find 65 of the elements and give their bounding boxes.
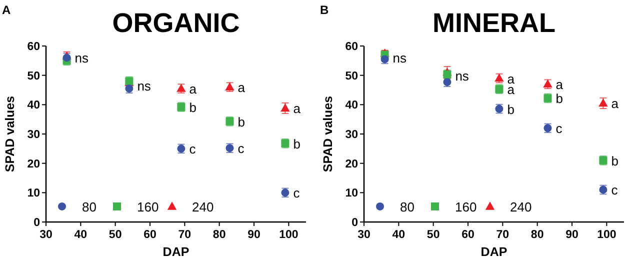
annotation: c — [189, 142, 196, 157]
annotation: b — [293, 136, 300, 152]
y-tick-label: 0 — [34, 217, 40, 229]
annotation: b — [189, 100, 196, 116]
x-tick-label: 40 — [392, 229, 406, 241]
legend-label: 240 — [510, 199, 532, 214]
y-tick-label: 40 — [27, 100, 40, 112]
y-tick-label: 10 — [345, 188, 358, 200]
x-tick-label: 80 — [530, 229, 544, 241]
x-tick-label: 50 — [108, 229, 122, 241]
y-tick-label: 30 — [345, 129, 358, 141]
x-tick-label: 70 — [178, 229, 192, 241]
x-tick-label: 100 — [279, 229, 298, 241]
y-tick-label: 20 — [27, 158, 40, 170]
legend-label: 160 — [455, 199, 477, 214]
legend-label: 80 — [82, 199, 96, 214]
x-tick-label: 60 — [462, 229, 474, 241]
x-axis-title: DAP — [480, 245, 508, 259]
annotation: c — [611, 182, 618, 198]
y-tick-label: 60 — [345, 41, 358, 53]
x-tick-label: 100 — [597, 229, 616, 241]
annotation: a — [611, 96, 620, 112]
x-tick-label: 60 — [144, 229, 156, 241]
x-axis-title: DAP — [162, 245, 190, 259]
y-tick-label: 60 — [27, 41, 40, 53]
chart-title: ORGANIC — [112, 8, 240, 38]
x-tick-label: 80 — [212, 229, 226, 241]
annotation: a — [189, 82, 198, 97]
x-tick-label: 90 — [248, 229, 260, 241]
annotation: a — [556, 77, 564, 92]
x-tick-label: 90 — [566, 229, 578, 241]
legend-label: 240 — [192, 199, 214, 214]
annotation: ns — [137, 78, 152, 94]
annotation: a — [238, 80, 246, 96]
y-axis-title: SPAD values — [3, 96, 17, 172]
annotation: a — [507, 71, 516, 86]
annotation: b — [556, 91, 563, 106]
annotation: b — [507, 102, 514, 117]
annotation: ns — [74, 50, 90, 66]
legend-label: 160 — [137, 199, 159, 214]
x-tick-label: 40 — [74, 229, 88, 241]
annotation: c — [293, 186, 300, 201]
legend-label: 80 — [400, 199, 414, 214]
y-axis-title: SPAD values — [321, 96, 335, 172]
annotation: a — [293, 101, 302, 116]
annotation: b — [238, 114, 245, 130]
annotation: c — [556, 121, 563, 136]
y-tick-label: 10 — [27, 188, 40, 200]
annotation: c — [238, 141, 245, 156]
text: B — [320, 3, 329, 17]
y-tick-label: 30 — [27, 129, 40, 141]
x-tick-label: 50 — [426, 229, 440, 241]
text: A — [2, 3, 11, 17]
y-tick-label: 50 — [345, 70, 358, 82]
x-tick-label: 70 — [496, 229, 510, 241]
annotation: b — [611, 153, 618, 168]
annotation: ns — [455, 68, 470, 84]
y-tick-label: 40 — [345, 100, 358, 112]
y-tick-label: 20 — [345, 158, 358, 170]
chart-title: MINERAL — [432, 8, 556, 38]
annotation: ns — [392, 50, 408, 66]
x-tick-label: 30 — [358, 229, 370, 241]
y-tick-label: 0 — [352, 217, 358, 229]
x-tick-label: 30 — [40, 229, 52, 241]
y-tick-label: 50 — [27, 70, 40, 82]
